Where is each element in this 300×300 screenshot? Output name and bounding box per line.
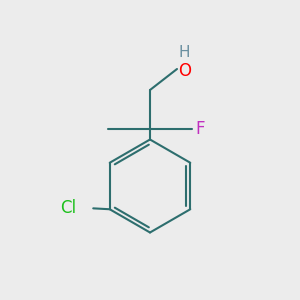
Text: F: F — [196, 120, 205, 138]
Text: H: H — [178, 45, 190, 60]
Text: Cl: Cl — [61, 199, 77, 217]
Text: O: O — [178, 61, 191, 80]
